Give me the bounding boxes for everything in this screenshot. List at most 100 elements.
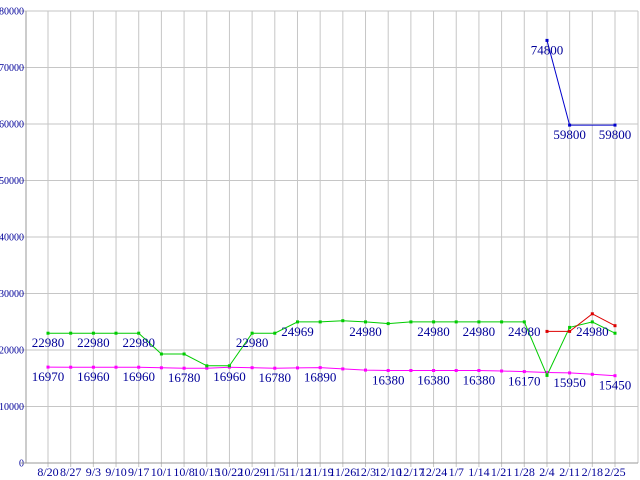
- x-tick-label: 9/10: [105, 465, 126, 479]
- magenta-line-value-label: 16960: [77, 369, 110, 384]
- y-tick-label: 80000: [0, 7, 24, 18]
- magenta-line-data-point-marker: [91, 365, 95, 369]
- green-line-data-point-marker: [250, 331, 254, 335]
- magenta-line-value-label: 16380: [372, 373, 405, 388]
- green-line-value-label: 24980: [508, 324, 541, 339]
- magenta-line-data-point-marker: [613, 374, 617, 378]
- magenta-line-data-point-marker: [432, 369, 436, 372]
- green-line-data-point-marker: [227, 364, 231, 368]
- blue-line-data-point-marker: [613, 123, 617, 127]
- blue-line-data-point-marker: [545, 38, 549, 42]
- green-line-value-label: 22980: [32, 335, 65, 350]
- magenta-line-data-point-marker: [273, 366, 277, 370]
- green-line-data-point-marker: [341, 319, 345, 323]
- green-line-data-point-marker: [522, 320, 526, 324]
- green-line-data-point-marker: [613, 331, 617, 335]
- green-line-value-label: 24980: [349, 324, 382, 339]
- green-line-data-point-marker: [432, 320, 436, 324]
- magenta-line-value-label: 16380: [417, 373, 450, 388]
- x-tick-label: 10/22: [216, 465, 243, 479]
- green-line-data-point-marker: [500, 320, 504, 324]
- magenta-line-data-point-marker: [46, 365, 50, 369]
- x-tick-label: 1/7: [449, 465, 464, 479]
- x-tick-label: 8/27: [60, 465, 81, 479]
- x-tick-label: 10/15: [193, 465, 220, 479]
- x-tick-label: 11/26: [329, 465, 356, 479]
- x-tick-label: 8/20: [37, 465, 58, 479]
- green-line-data-point-marker: [91, 331, 95, 335]
- magenta-line-data-point-marker: [590, 372, 594, 376]
- green-line-data-point-marker: [454, 320, 458, 324]
- green-line-data-point-marker: [114, 331, 118, 335]
- green-line-series: [48, 320, 616, 377]
- x-tick-label: 12/3: [355, 465, 376, 479]
- x-tick-label: 2/4: [539, 465, 554, 479]
- green-line-data-point-marker: [205, 364, 209, 368]
- blue-line-value-label: 59800: [553, 127, 586, 142]
- green-line-data-point-marker: [568, 325, 572, 329]
- x-tick-label: 1/28: [514, 465, 535, 479]
- green-line-value-label: 24969: [281, 324, 314, 339]
- green-line-data-point-marker: [273, 331, 277, 335]
- magenta-line-data-point-marker: [409, 369, 413, 372]
- magenta-line-value-label: 16890: [304, 370, 337, 385]
- y-tick-label: 10000: [0, 402, 24, 413]
- y-tick-label: 40000: [0, 233, 24, 244]
- y-tick-label: 30000: [0, 289, 24, 300]
- magenta-line-data-point-marker: [250, 366, 254, 370]
- green-line-value-label: 24980: [576, 324, 609, 339]
- magenta-line-data-point-marker: [137, 365, 141, 369]
- magenta-line-data-point-marker: [296, 366, 299, 370]
- magenta-line-data-point-marker: [568, 371, 572, 375]
- green-line-value-label: 24980: [463, 324, 496, 339]
- green-line-data-point-marker: [182, 352, 186, 356]
- green-line-value-label: 24980: [417, 324, 450, 339]
- green-line-value-label: 22980: [122, 335, 155, 350]
- blue-line-value-label: 59800: [599, 127, 632, 142]
- magenta-line-data-point-marker: [318, 366, 322, 370]
- x-tick-label: 12/10: [375, 465, 402, 479]
- magenta-line-value-label: 16780: [168, 370, 201, 385]
- red-line-data-point-marker: [568, 329, 572, 333]
- x-tick-label: 12/24: [420, 465, 447, 479]
- x-tick-label: 9/3: [86, 465, 101, 479]
- red-line-data-point-marker: [545, 329, 549, 333]
- x-tick-label: 12/17: [397, 465, 424, 479]
- magenta-line-value-label: 16960: [213, 369, 246, 384]
- blue-line-value-label: 74800: [531, 42, 564, 57]
- green-line-data-point-marker: [137, 331, 141, 335]
- green-line-data-point-marker: [590, 320, 594, 324]
- x-tick-label: 2/11: [559, 465, 580, 479]
- magenta-line-value-label: 16780: [259, 370, 292, 385]
- y-tick-label: 60000: [0, 120, 24, 131]
- green-line-data-point-marker: [409, 320, 413, 324]
- x-tick-label: 10/8: [173, 465, 194, 479]
- magenta-line-series: [47, 366, 616, 377]
- x-tick-label: 1/14: [468, 465, 489, 479]
- x-tick-label: 11/19: [307, 465, 334, 479]
- green-line-data-point-marker: [46, 331, 50, 335]
- x-tick-label: 11/12: [284, 465, 311, 479]
- magenta-line-data-point-marker: [364, 368, 367, 372]
- green-line-data-point-marker: [364, 320, 367, 324]
- magenta-line-data-point-marker: [69, 365, 73, 369]
- magenta-line-data-point-marker: [386, 369, 390, 372]
- green-line-data-point-marker: [477, 320, 481, 324]
- magenta-line-data-point-marker: [522, 370, 526, 374]
- green-line-data-point-marker: [296, 320, 299, 324]
- magenta-line-data-point-marker: [114, 365, 118, 369]
- magenta-line-value-label: 16960: [122, 369, 155, 384]
- magenta-line-data-point-marker: [205, 366, 209, 370]
- y-tick-label: 20000: [0, 346, 24, 357]
- blue-line-data-point-marker: [568, 123, 572, 127]
- green-line-value-label: 22980: [236, 335, 269, 350]
- x-tick-label: 2/25: [604, 465, 625, 479]
- magenta-line-value-label: 15950: [553, 375, 586, 390]
- magenta-line-value-label: 15450: [599, 378, 632, 393]
- green-line-data-point-marker: [318, 320, 322, 324]
- magenta-line-data-point-marker: [182, 366, 186, 370]
- magenta-line-value-label: 16970: [32, 369, 65, 384]
- x-tick-label: 11/5: [264, 465, 285, 479]
